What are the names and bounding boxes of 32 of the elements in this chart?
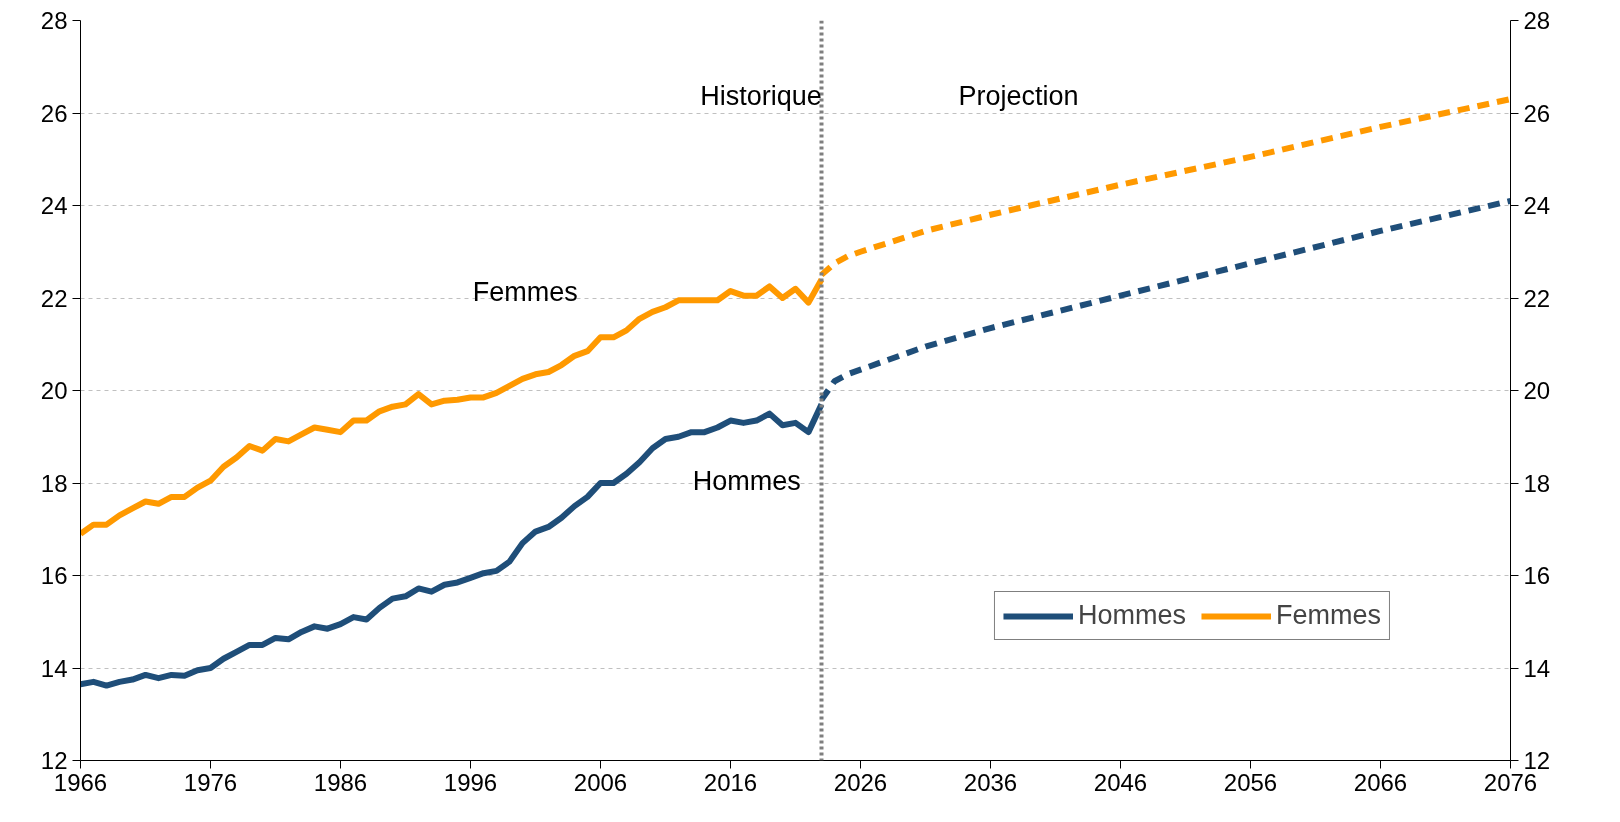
annotation: Projection	[958, 81, 1079, 112]
y2-tick-label: 26	[1523, 99, 1551, 127]
x-tick-label: 2056	[1223, 768, 1278, 796]
annotation: Historique	[700, 81, 822, 112]
x-tick-label: 2026	[833, 768, 888, 796]
y-tick-label: 28	[40, 7, 68, 34]
annotation: Hommes	[692, 466, 801, 497]
y-tick-label: 20	[40, 377, 68, 404]
y-tick-label: 14	[40, 654, 68, 682]
x-tick-label: 1986	[313, 768, 368, 796]
x-tick-label: 2046	[1093, 768, 1148, 796]
x-tick-label: 2006	[573, 768, 628, 796]
y2-tick-label: 28	[1523, 7, 1551, 34]
annotation: Femmes	[472, 277, 578, 308]
legend-label: Femmes	[1275, 600, 1381, 631]
y2-tick-label: 18	[1523, 469, 1551, 497]
y2-tick-label: 20	[1523, 377, 1551, 404]
x-tick-label: 2016	[703, 768, 758, 796]
y2-tick-label: 16	[1523, 562, 1551, 589]
y-tick-label: 24	[40, 192, 68, 219]
x-tick-label: 1976	[183, 768, 238, 796]
legend-label: Hommes	[1077, 600, 1186, 631]
x-tick-label: 2066	[1353, 768, 1408, 796]
y-tick-label: 22	[40, 284, 68, 312]
y2-tick-label: 22	[1523, 284, 1551, 312]
y-tick-label: 16	[40, 562, 68, 589]
x-tick-label: 1996	[443, 768, 498, 796]
y-tick-label: 18	[40, 469, 68, 497]
y-tick-label: 26	[40, 99, 68, 127]
x-tick-label: 2036	[963, 768, 1018, 796]
y2-tick-label: 14	[1523, 654, 1551, 682]
y2-tick-label: 24	[1523, 192, 1551, 219]
